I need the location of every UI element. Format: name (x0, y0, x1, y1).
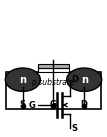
Text: p substrate: p substrate (31, 78, 75, 87)
Bar (38, 64, 69, 68)
Text: n: n (19, 75, 26, 85)
Text: S: S (71, 124, 77, 133)
Text: G: G (50, 100, 56, 109)
Text: D: D (71, 75, 79, 84)
Bar (38, 68, 69, 72)
Ellipse shape (5, 68, 40, 91)
Text: D: D (81, 100, 88, 109)
Text: S: S (20, 100, 26, 109)
Text: n: n (81, 75, 88, 85)
Ellipse shape (67, 68, 102, 91)
Bar (6, 72, 101, 109)
Text: G: G (29, 101, 36, 109)
